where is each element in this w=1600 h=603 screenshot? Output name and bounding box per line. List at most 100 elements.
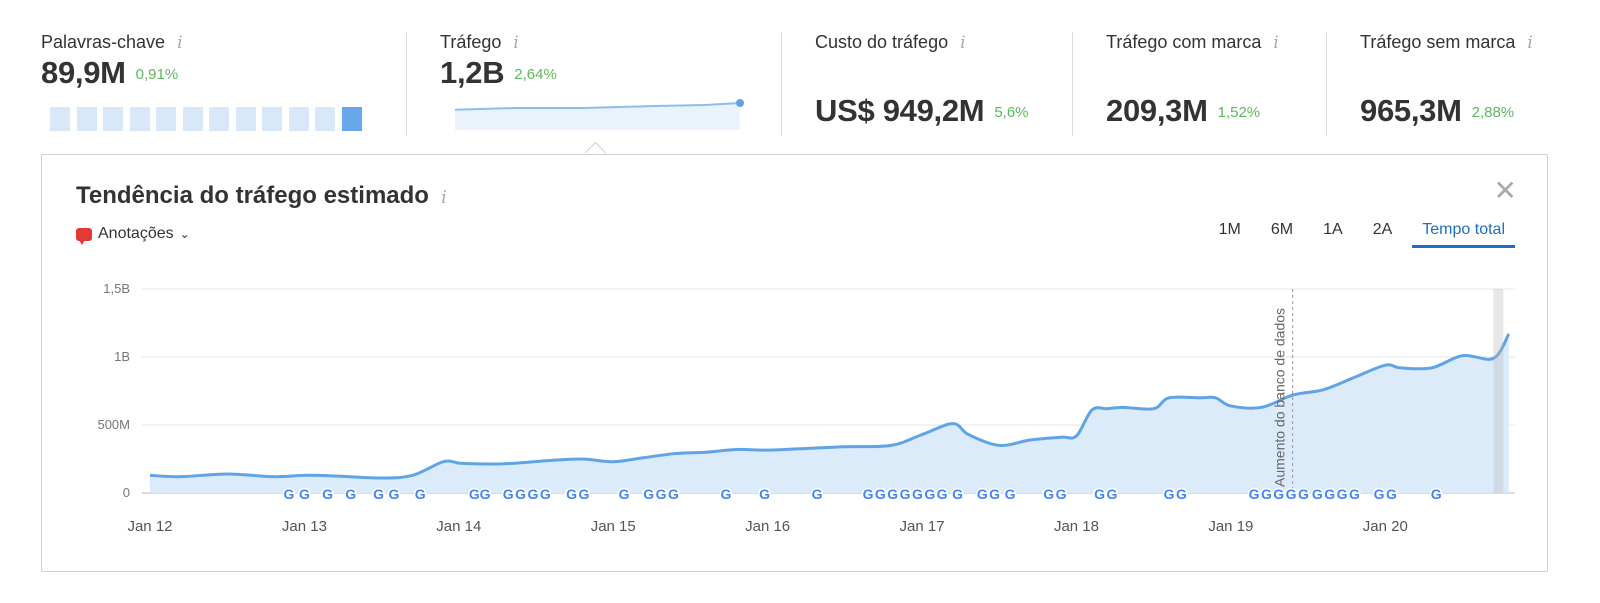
google-update-icon[interactable]: G [1335, 485, 1349, 504]
close-button[interactable]: ✕ [1493, 175, 1517, 206]
metric-nonbranded-traffic[interactable]: Tráfego sem marca i 965,3M 2,88% [1360, 0, 1595, 140]
google-update-icon[interactable]: G [1347, 485, 1361, 504]
keyword-bar [341, 107, 362, 131]
metric-value: 1,2B 2,64% [440, 55, 557, 90]
keyword-bar [103, 107, 123, 131]
google-update-icon[interactable]: G [1429, 485, 1443, 504]
info-icon[interactable]: i [1527, 33, 1533, 53]
divider [406, 32, 407, 136]
google-update-icon[interactable]: G [297, 485, 311, 504]
metric-traffic-cost[interactable]: Custo do tráfego i US$ 949,2M 5,6% [815, 0, 1065, 140]
google-update-icon[interactable]: G [1385, 485, 1399, 504]
google-update-icon[interactable]: G [719, 485, 733, 504]
google-update-icon[interactable]: G [935, 485, 949, 504]
google-update-icon[interactable]: G [923, 485, 937, 504]
info-icon[interactable]: i [960, 33, 966, 53]
info-icon[interactable]: i [513, 33, 519, 53]
google-update-icon[interactable]: G [344, 485, 358, 504]
y-tick-label: 1,5B [103, 281, 130, 296]
google-update-icon[interactable]: G [372, 485, 386, 504]
metric-label: Tráfego sem marca i [1360, 32, 1533, 53]
google-update-icon[interactable]: G [1372, 485, 1386, 504]
traffic-sparkline [455, 99, 744, 130]
time-tab[interactable]: 1A [1323, 221, 1343, 238]
google-update-icon[interactable]: G [642, 485, 656, 504]
metric-change: 2,64% [514, 66, 557, 83]
time-tab[interactable]: 6M [1270, 221, 1294, 238]
google-update-icon[interactable]: G [1272, 485, 1286, 504]
metric-value: 209,3M 1,52% [1106, 93, 1261, 128]
info-icon[interactable]: i [177, 33, 183, 53]
metric-value: 965,3M 2,88% [1360, 93, 1515, 128]
google-update-icon[interactable]: G [526, 485, 540, 504]
x-tick-label: Jan 15 [591, 518, 636, 535]
annotation-label: Aumento do banco de dados [1272, 308, 1288, 487]
google-update-icon[interactable]: G [975, 485, 989, 504]
google-update-icon[interactable]: G [577, 485, 591, 504]
google-update-icon[interactable]: G [478, 485, 492, 504]
metric-label: Custo do tráfego i [815, 32, 966, 53]
google-update-icon[interactable]: G [810, 485, 824, 504]
metric-change: 0,91% [135, 66, 179, 83]
google-update-icon[interactable]: G [617, 485, 631, 504]
info-icon[interactable]: i [1273, 33, 1279, 53]
x-tick-label: Jan 18 [1054, 518, 1099, 535]
y-tick-label: 0 [123, 485, 130, 500]
google-update-icon[interactable]: G [282, 485, 296, 504]
divider [781, 32, 782, 136]
keyword-bar [182, 107, 203, 131]
google-update-icon[interactable]: G [514, 485, 528, 504]
metric-traffic[interactable]: Tráfego i 1,2B 2,64% [440, 0, 760, 140]
google-update-icon[interactable]: G [321, 485, 335, 504]
google-update-icon[interactable]: G [1310, 485, 1324, 504]
annotation-bubble-icon [76, 227, 92, 245]
google-update-icon[interactable]: G [1162, 485, 1176, 504]
traffic-area [150, 333, 1509, 493]
google-update-icon[interactable]: G [1284, 485, 1298, 504]
info-icon[interactable]: i [440, 187, 447, 208]
metric-keywords[interactable]: Palavras-chave i 89,9M 0,91% [41, 0, 381, 140]
metric-change: 2,88% [1471, 104, 1515, 121]
google-update-icon[interactable]: G [758, 485, 772, 504]
google-update-icon[interactable]: G [667, 485, 681, 504]
google-update-icon[interactable]: G [861, 485, 875, 504]
google-update-icon[interactable]: G [1247, 485, 1261, 504]
traffic-trend-panel: Tendência do tráfego estimado i ✕ Anotaçõ… [41, 154, 1548, 572]
google-update-icon[interactable]: G [988, 485, 1002, 504]
google-update-icon[interactable]: G [951, 485, 965, 504]
google-update-icon[interactable]: G [1054, 485, 1068, 504]
divider [1072, 32, 1073, 136]
google-update-icon[interactable]: G [538, 485, 552, 504]
annotations-dropdown[interactable]: Anotações ⌄ [76, 225, 190, 245]
y-tick-label: 500M [97, 417, 130, 432]
google-update-icon[interactable]: G [565, 485, 579, 504]
google-update-icon[interactable]: G [467, 485, 481, 504]
keyword-bar [315, 107, 335, 131]
google-update-icon[interactable]: G [1105, 485, 1119, 504]
google-update-icon[interactable]: G [387, 485, 401, 504]
time-tab[interactable]: 2A [1372, 221, 1393, 238]
metric-change: 5,6% [994, 104, 1029, 121]
google-update-icon[interactable]: G [898, 485, 912, 504]
google-update-icon[interactable]: G [1003, 485, 1017, 504]
google-update-icon[interactable]: G [1297, 485, 1311, 504]
google-update-icon[interactable]: G [1323, 485, 1337, 504]
google-update-icon[interactable]: G [1042, 485, 1056, 504]
google-update-icon[interactable]: G [501, 485, 515, 504]
metric-branded-traffic[interactable]: Tráfego com marca i 209,3M 1,52% [1106, 0, 1316, 140]
sparkline-area [455, 103, 740, 130]
google-update-icon[interactable]: G [654, 485, 668, 504]
google-update-icon[interactable]: G [886, 485, 900, 504]
google-update-icon[interactable]: G [1093, 485, 1107, 504]
time-tab[interactable]: 1M [1218, 221, 1241, 238]
metric-value: US$ 949,2M 5,6% [815, 93, 1029, 128]
sparkline-endpoint [736, 99, 744, 107]
google-update-icon[interactable]: G [413, 485, 427, 504]
google-update-icon[interactable]: G [910, 485, 924, 504]
google-update-icon[interactable]: G [1259, 485, 1273, 504]
time-tab[interactable]: Tempo total [1412, 221, 1515, 248]
google-update-icon[interactable]: G [1175, 485, 1189, 504]
x-tick-label: Jan 14 [436, 518, 481, 535]
metric-label: Tráfego com marca i [1106, 32, 1279, 53]
google-update-icon[interactable]: G [873, 485, 887, 504]
